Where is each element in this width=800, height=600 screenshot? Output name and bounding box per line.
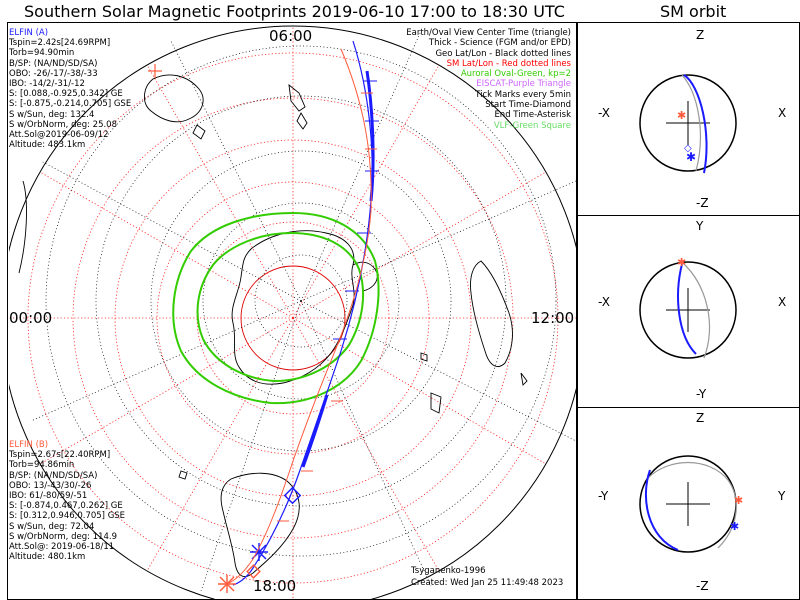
orbit-path-b <box>647 461 737 549</box>
geo-lat-circles <box>45 45 557 557</box>
earth-disk-outline <box>9 25 576 599</box>
earth-outline <box>639 74 737 172</box>
elfin-b-line: IBO: 61/-80/59/-51 <box>9 490 88 501</box>
legend-entry: Thick - Science (FGM and/or EPD) <box>428 38 571 49</box>
elfin-b-name: ELFIN (B) <box>9 440 49 450</box>
axis-label-top: Z <box>696 28 704 42</box>
footprint-map: 06:00 00:00 12:00 18:00 <box>9 25 576 599</box>
axis-label-right: X <box>778 295 786 309</box>
axis-label-left: -Y <box>598 489 609 503</box>
legend-entry: End Time-Asterisk <box>494 110 571 121</box>
axis-label-top: Z <box>696 411 704 425</box>
orbit-path-b <box>681 261 710 359</box>
orbit-start-marker: ◇ <box>684 143 692 154</box>
elfin-a-line: B/SP: (NA/ND/SD/SA) <box>9 58 98 69</box>
clock-label-bottom: 18:00 <box>253 577 296 595</box>
elfin-b-upper-asterisk <box>148 64 162 78</box>
elfin-b-tick-marks <box>277 92 377 522</box>
elfin-a-info: ELFIN (A) Tspin=2.42s[24.69RPM] Torb=94.… <box>9 28 131 150</box>
elfin-a-start-diamond <box>283 486 302 505</box>
legend-entry: VLF-Green Square <box>493 120 571 131</box>
elfin-b-line: Torb=94.86min <box>9 460 75 471</box>
elfin-b-line: B/SP: (NA/ND/SD/SA) <box>9 470 98 481</box>
orbit-panel-xz: Z -Z -X X ◇ ✱ ✱ <box>577 22 800 216</box>
elfin-a-line: S w/OrbNorm, deg: 25.08 <box>9 119 118 130</box>
elfin-b-info: ELFIN (B) Tspin=2.67s[22.40RPM] Torb=94.… <box>9 440 125 562</box>
elfin-a-line: IBO: -14/2/-31/-12 <box>9 78 85 89</box>
footprint-map-panel: 06:00 00:00 12:00 18:00 <box>7 22 577 600</box>
clock-label-top: 06:00 <box>269 27 312 45</box>
orbit-end-marker-b: ✱ <box>734 494 743 507</box>
orbit-title: SM orbit <box>660 2 727 21</box>
legend-entry: Earth/Oval View Center Time (triangle) <box>406 28 571 38</box>
orbit-end-marker-a: ✱ <box>730 520 739 533</box>
orbit-path-a <box>677 263 697 355</box>
legend-entry: Auroral Oval-Green, kp=2 <box>460 69 571 80</box>
legend-entry: Geo Lat/Lon - Black dotted lines <box>435 48 571 59</box>
orbit-path-a <box>683 74 708 174</box>
sm-lon-lines <box>9 26 576 599</box>
axis-label-bottom: -Y <box>696 387 707 401</box>
main-title: Southern Solar Magnetic Footprints 2019-… <box>24 2 565 21</box>
orbit-plot-yz: Z -Z -Y Y ✱ ✱ <box>598 411 786 593</box>
axis-label-right: Y <box>777 489 786 503</box>
geo-lon-lines <box>30 30 576 592</box>
elfin-a-line: S w/Sun, deg: 132.4 <box>9 109 95 120</box>
elfin-b-line: S: [-0.874,0.467,0.262] GE <box>9 501 123 512</box>
elfin-b-line: Tspin=2.67s[22.40RPM] <box>9 450 111 461</box>
elfin-a-line: Att.Sol@2019-06-09/12 <box>9 129 109 140</box>
axis-label-left: -X <box>598 106 610 120</box>
orbit-end-marker: ✱ <box>686 150 696 164</box>
elfin-a-line: OBO: -26/-17/-38/-33 <box>9 68 98 79</box>
elfin-b-line: S w/OrbNorm, deg: 114.9 <box>9 531 118 542</box>
elfin-a-end-asterisk <box>250 543 268 561</box>
created-timestamp: Created: Wed Jan 25 11:49:48 2023 <box>411 578 564 588</box>
elfin-a-science-segment <box>365 70 375 202</box>
elfin-a-line: Altitude: 483.1km <box>9 140 86 151</box>
legend-entry: Tick Marks every 5min <box>475 89 571 100</box>
legend-entry: Start Time-Diamond <box>485 100 571 111</box>
clock-label-left: 00:00 <box>9 309 52 327</box>
elfin-b-track <box>228 48 372 584</box>
elfin-b-end-asterisk <box>218 575 236 593</box>
axis-label-top: Y <box>695 219 704 233</box>
orbit-path-b <box>681 74 701 172</box>
elfin-b-line: S w/Sun, deg: 72.04 <box>9 521 95 532</box>
orbit-end-marker-b: ✱ <box>677 109 686 122</box>
elfin-a-science-segment-2 <box>301 394 329 468</box>
elfin-a-line: S: [-0.875,-0.214,0.705] GSE <box>9 99 132 110</box>
orbit-end-marker-b: ✱ <box>677 256 686 269</box>
elfin-a-line: Torb=94.90min <box>9 48 75 59</box>
axis-label-right: X <box>778 106 786 120</box>
elfin-a-line: S: [0.088,-0.925,0.342] GE <box>9 89 123 100</box>
orbit-plot-xy: Y -Y -X X ✱ <box>598 219 786 401</box>
legend-entry: EISCAT-Purple Triangle <box>476 79 571 90</box>
elfin-b-line: S: [0.312,0.946,0.705] GSE <box>9 511 126 522</box>
orbit-panel-xy: Y -Y -X X ✱ <box>577 215 800 408</box>
elfin-a-track <box>232 40 373 586</box>
map-legend: Earth/Oval View Center Time (triangle) T… <box>406 28 571 131</box>
orbit-panel-yz: Z -Z -Y Y ✱ ✱ <box>577 407 800 600</box>
orbit-plot-xz: Z -Z -X X ◇ ✱ ✱ <box>598 28 786 210</box>
auroral-oval-inner <box>196 231 365 383</box>
auroral-oval-outer <box>172 211 380 405</box>
earth-outline <box>639 261 737 359</box>
orbit-path-a <box>644 469 679 551</box>
axis-label-left: -X <box>598 295 610 309</box>
elfin-a-name: ELFIN (A) <box>9 28 49 38</box>
clock-label-right: 12:00 <box>531 309 574 327</box>
axis-label-bottom: -Z <box>696 579 709 593</box>
elfin-b-line: Altitude: 480.1km <box>9 552 86 563</box>
elfin-a-line: Tspin=2.42s[24.69RPM] <box>9 38 111 49</box>
legend-entry: SM Lat/Lon - Red dotted lines <box>446 58 571 69</box>
model-credit: Tsyganenko-1996 <box>411 566 486 576</box>
axis-label-bottom: -Z <box>696 196 709 210</box>
elfin-b-start-diamond <box>246 564 261 579</box>
elfin-b-line: OBO: 13/-43/30/-26 <box>9 480 92 491</box>
elfin-b-line: Att.Sol@: 2019-06-18/11 <box>9 541 115 552</box>
